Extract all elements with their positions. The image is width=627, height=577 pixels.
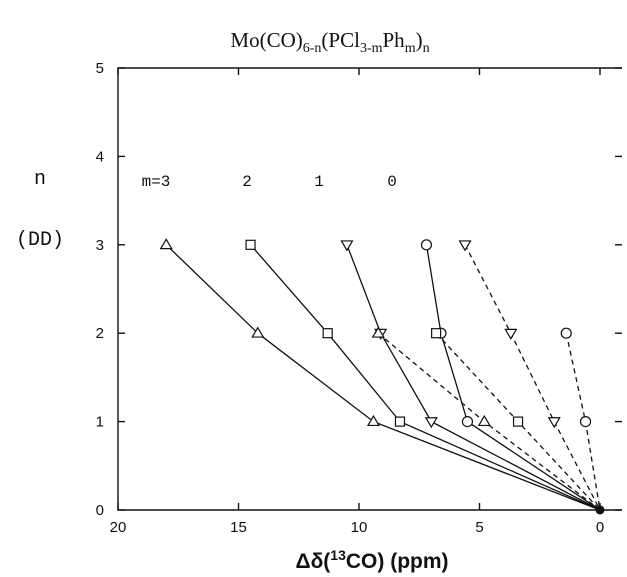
x-tick-label: 10 bbox=[351, 519, 368, 536]
data-point-triangle-down bbox=[458, 240, 472, 252]
data-point-triangle-up bbox=[251, 326, 265, 338]
series-m1-solid bbox=[340, 240, 601, 511]
series-line bbox=[250, 244, 601, 511]
series-group bbox=[159, 238, 605, 515]
origin-point bbox=[595, 505, 605, 515]
series-m2-dashed bbox=[431, 328, 601, 511]
data-point-triangle-down bbox=[504, 328, 518, 340]
data-point-circle bbox=[461, 416, 474, 428]
data-point-triangle-down bbox=[547, 417, 561, 429]
y-tick-label: 1 bbox=[96, 414, 104, 431]
m-label: 1 bbox=[314, 173, 324, 191]
data-point-square bbox=[322, 328, 333, 339]
x-tick-label: 5 bbox=[475, 519, 483, 536]
series-line bbox=[346, 244, 601, 511]
series-line bbox=[464, 244, 601, 511]
data-point-circle bbox=[560, 327, 572, 339]
chart-title: Mo(CO)6-n(PCl3-mPhm)n bbox=[230, 28, 429, 56]
series-line bbox=[425, 244, 601, 511]
x-axis-label: Δδ(13CO) (ppm) bbox=[295, 547, 448, 573]
y-tick-label: 3 bbox=[96, 237, 104, 254]
data-point-triangle-down bbox=[424, 417, 438, 429]
series-m0-dashed bbox=[560, 327, 601, 511]
series-line bbox=[165, 244, 601, 511]
x-tick-label: 0 bbox=[596, 519, 604, 536]
data-point-circle bbox=[579, 416, 592, 428]
y-axis-label-dd: (DD) bbox=[16, 229, 64, 252]
series-m3-dashed bbox=[371, 326, 601, 511]
series-m3-solid bbox=[159, 238, 601, 511]
series-m2-solid bbox=[245, 239, 601, 511]
y-axis-label-n: n bbox=[34, 168, 46, 191]
series-m1-dashed bbox=[458, 240, 601, 511]
data-point-square bbox=[245, 239, 256, 250]
y-tick-label: 4 bbox=[96, 148, 104, 165]
data-point-triangle-up bbox=[159, 238, 173, 250]
m-label: 2 bbox=[242, 173, 252, 191]
data-point-triangle-up bbox=[477, 414, 491, 427]
series-line bbox=[377, 332, 601, 511]
x-tick-label: 20 bbox=[110, 519, 127, 536]
series-m0-solid bbox=[420, 239, 601, 511]
data-point-triangle-up bbox=[371, 326, 385, 338]
m-labels: m=3 2 1 0 bbox=[142, 173, 397, 191]
data-point-square bbox=[394, 416, 406, 427]
data-point-circle bbox=[420, 239, 433, 251]
plot-frame bbox=[117, 67, 622, 511]
y-tick-label: 0 bbox=[96, 502, 104, 519]
data-point-triangle-down bbox=[340, 240, 354, 252]
y-tick-label: 2 bbox=[96, 325, 104, 342]
m-label: m=3 bbox=[142, 173, 171, 191]
data-point-square bbox=[512, 416, 524, 427]
y-tick-label: 5 bbox=[96, 60, 104, 77]
x-tick-label: 15 bbox=[230, 519, 247, 536]
data-point-square bbox=[431, 328, 442, 339]
data-point-triangle-up bbox=[366, 414, 381, 427]
m-label: 0 bbox=[387, 173, 397, 191]
